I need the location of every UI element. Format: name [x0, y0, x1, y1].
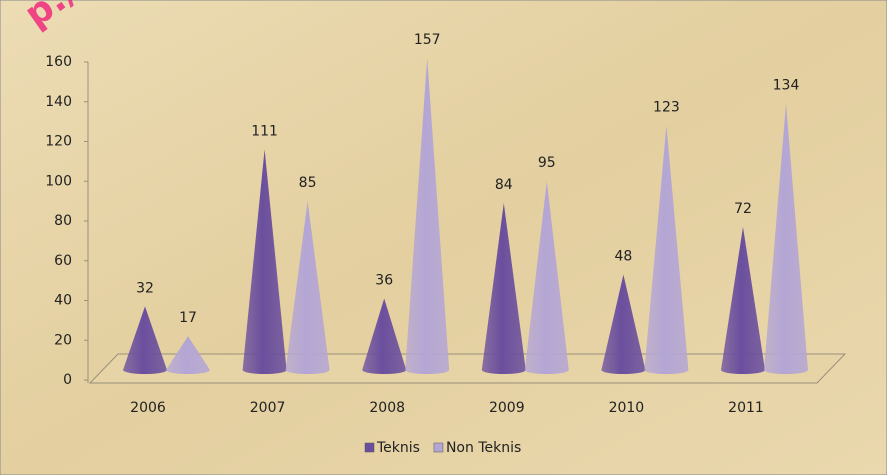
x-tick-label: 2010 — [609, 400, 645, 416]
cone — [601, 274, 646, 374]
data-label: 72 — [734, 201, 752, 217]
y-tick-label: 0 — [63, 372, 72, 388]
x-tick-label: 2011 — [728, 400, 764, 416]
y-tick-label: 60 — [54, 253, 72, 269]
x-tick-label: 2009 — [489, 400, 525, 416]
cone — [481, 203, 526, 374]
y-tick-label: 140 — [45, 94, 72, 110]
cone — [764, 103, 808, 375]
y-tick-label: 120 — [45, 134, 72, 150]
data-label: 111 — [251, 123, 278, 139]
x-tick-label: 2008 — [369, 400, 405, 416]
cone — [405, 57, 450, 375]
y-tick-label: 80 — [54, 213, 72, 229]
cone — [524, 181, 569, 374]
data-label: 95 — [538, 155, 556, 171]
data-label: 48 — [614, 249, 632, 265]
data-label: 17 — [179, 310, 197, 326]
data-label: 36 — [375, 272, 393, 288]
x-tick-label: 2007 — [250, 400, 286, 416]
cone — [123, 306, 167, 374]
data-label: 85 — [299, 175, 317, 191]
cone — [242, 149, 287, 374]
y-tick-label: 100 — [45, 173, 72, 189]
cone — [721, 226, 765, 374]
x-tick-label: 2006 — [130, 400, 166, 416]
data-label: 32 — [136, 280, 154, 296]
legend-swatch — [433, 442, 444, 453]
data-label: 157 — [414, 32, 441, 48]
legend-label: Non Teknis — [446, 440, 521, 456]
legend-swatch — [364, 442, 375, 453]
data-label: 123 — [653, 100, 680, 116]
cone — [644, 125, 689, 374]
data-label: 84 — [495, 177, 513, 193]
cone — [362, 298, 407, 374]
y-tick-label: 160 — [45, 54, 72, 70]
legend-label: Teknis — [376, 440, 420, 456]
cone — [166, 336, 210, 374]
y-tick-label: 20 — [54, 332, 72, 348]
data-label: 134 — [773, 78, 800, 94]
y-tick-label: 40 — [54, 293, 72, 309]
cone — [285, 201, 330, 374]
